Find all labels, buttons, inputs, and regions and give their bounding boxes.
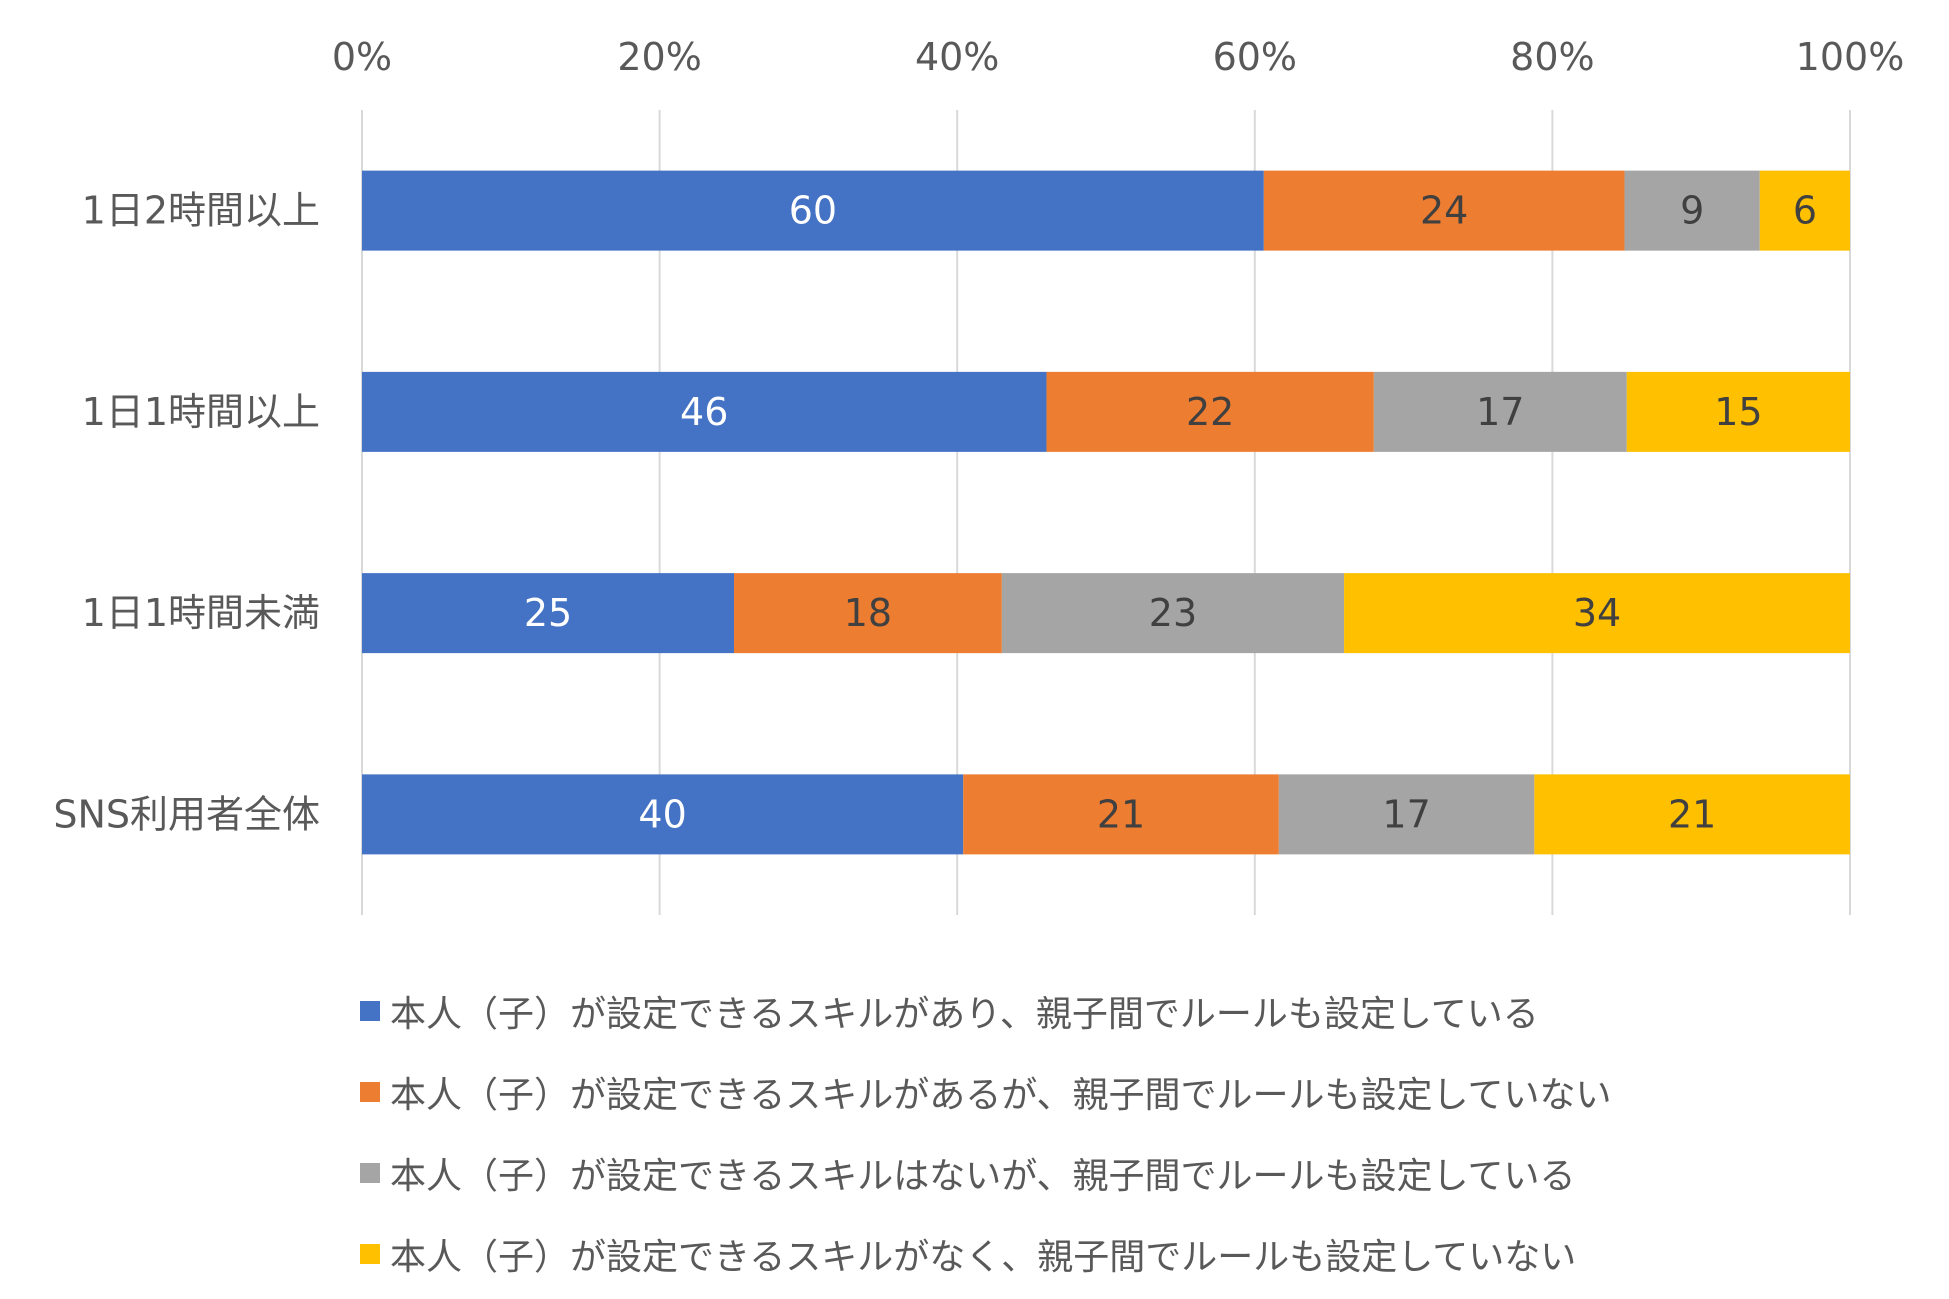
data-label: 17 <box>1382 792 1430 836</box>
data-label: 25 <box>524 591 572 635</box>
data-label: 17 <box>1476 390 1524 434</box>
data-label: 6 <box>1793 189 1817 233</box>
data-label: 46 <box>680 390 728 434</box>
x-tick-label: 60% <box>1213 35 1297 79</box>
legend-swatch <box>360 1081 380 1102</box>
stacked-bar-chart: 0% 20% 40% 60% 80% 100% 60 24 9 6 46 22 17 15 25 18 23 3… <box>53 35 1904 915</box>
data-label: 24 <box>1420 189 1468 233</box>
legend-item: 本人（子）が設定できるスキルがあり、親子間でルールも設定している <box>360 970 1611 1051</box>
data-label: 9 <box>1680 189 1704 233</box>
x-tick-label: 80% <box>1510 35 1594 79</box>
bar-segment <box>362 371 1047 452</box>
x-tick-label: 20% <box>617 35 701 79</box>
bar-segment <box>362 774 964 855</box>
bar-segment <box>1278 774 1535 855</box>
bar-segment <box>1626 371 1850 452</box>
data-label: 21 <box>1097 792 1145 836</box>
category-label: SNS利用者全体 <box>53 792 320 836</box>
x-axis-ticks: 0% 20% 40% 60% 80% 100% <box>332 35 1904 79</box>
category-label: 1日2時間以上 <box>82 189 320 233</box>
legend-label: 本人（子）が設定できるスキルがあるが、親子間でルールも設定していない <box>390 1074 1612 1116</box>
bar-segment <box>963 774 1279 855</box>
bar-segment <box>1534 774 1850 855</box>
data-label: 60 <box>789 189 837 233</box>
data-label: 34 <box>1573 591 1621 635</box>
legend-label: 本人（子）が設定できるスキルがあり、親子間でルールも設定している <box>390 993 1539 1035</box>
legend: 本人（子）が設定できるスキルがあり、親子間でルールも設定している 本人（子）が設定… <box>360 970 1611 1294</box>
bar-segment <box>734 573 1002 654</box>
bar-segment <box>362 170 1264 251</box>
legend-label: 本人（子）が設定できるスキルがなく、親子間でルールも設定していない <box>390 1236 1577 1278</box>
data-label: 23 <box>1149 591 1197 635</box>
legend-label: 本人（子）が設定できるスキルはないが、親子間でルールも設定している <box>390 1155 1576 1197</box>
bar-segment <box>1624 170 1760 251</box>
bar-segment <box>1373 371 1627 452</box>
legend-item: 本人（子）が設定できるスキルがなく、親子間でルールも設定していない <box>360 1213 1611 1294</box>
category-label: 1日1時間未満 <box>82 591 320 635</box>
data-label: 18 <box>844 591 892 635</box>
bar-segment <box>1759 170 1850 251</box>
legend-swatch <box>360 1162 380 1183</box>
bar-segment <box>362 573 734 654</box>
category-label: 1日1時間以上 <box>82 390 320 434</box>
legend-item: 本人（子）が設定できるスキルがあるが、親子間でルールも設定していない <box>360 1051 1611 1132</box>
legend-item: 本人（子）が設定できるスキルはないが、親子間でルールも設定している <box>360 1132 1611 1213</box>
bars: 60 24 9 6 46 22 17 15 25 18 23 34 40 21 17 21 <box>362 170 1850 855</box>
bar-segment <box>1344 573 1850 654</box>
data-label: 40 <box>638 792 686 836</box>
x-tick-label: 40% <box>915 35 999 79</box>
bar-segment <box>1001 573 1345 654</box>
legend-swatch <box>360 1000 380 1021</box>
legend-swatch <box>360 1243 380 1264</box>
bar-segment <box>1046 371 1374 452</box>
data-label: 21 <box>1668 792 1716 836</box>
bar-segment <box>1263 170 1625 251</box>
category-labels: 1日2時間以上 1日1時間以上 1日1時間未満 SNS利用者全体 <box>53 189 320 837</box>
x-tick-label: 0% <box>332 35 392 79</box>
x-tick-label: 100% <box>1796 35 1905 79</box>
data-label: 22 <box>1186 390 1234 434</box>
data-label: 15 <box>1714 390 1762 434</box>
